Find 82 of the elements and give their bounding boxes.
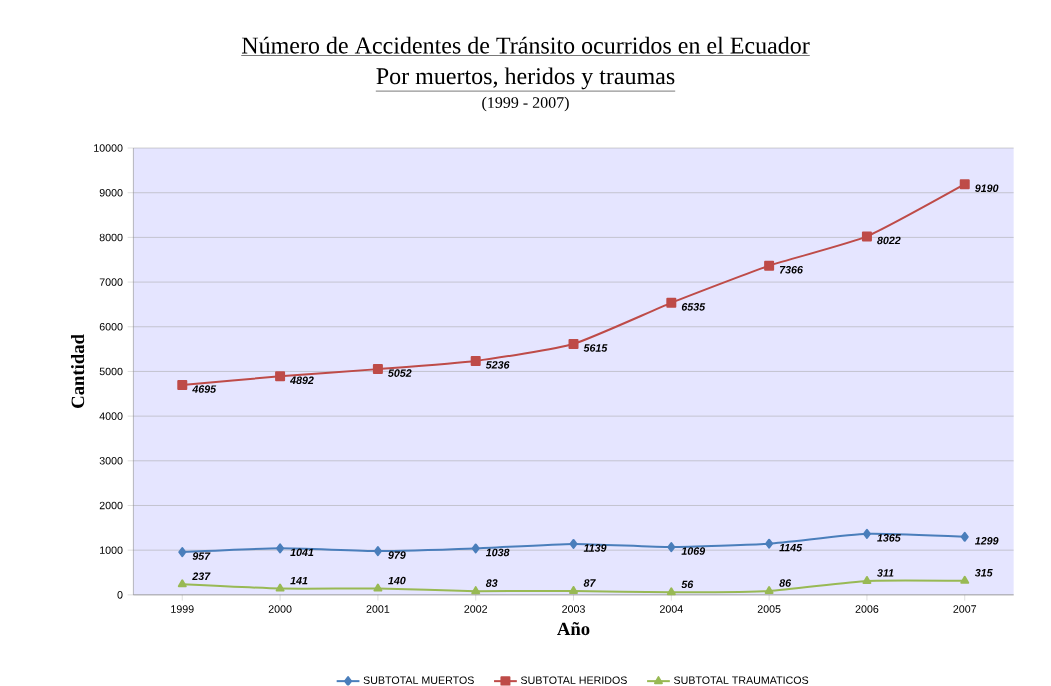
data-label: 141 — [290, 577, 308, 585]
point — [764, 586, 774, 595]
point — [959, 179, 970, 190]
data-label: 5052 — [388, 369, 412, 378]
point — [178, 547, 187, 558]
y-tick-label: 6000 — [99, 323, 123, 331]
data-label: 315 — [974, 569, 993, 577]
point — [275, 371, 286, 382]
x-tick-label: 2006 — [855, 605, 879, 614]
data-label: 4892 — [289, 376, 314, 385]
point — [765, 538, 774, 549]
data-label: 5236 — [485, 361, 510, 369]
point — [862, 576, 872, 585]
data-label: 87 — [583, 579, 596, 587]
chart-subtitle: Por muertos, heridos y traumas — [376, 67, 675, 90]
point — [276, 543, 285, 554]
data-label: 237 — [192, 572, 211, 581]
point — [960, 532, 969, 543]
data-label: 311 — [877, 569, 894, 577]
point — [470, 356, 481, 367]
legend-label: SUBTOTAL MUERTOS — [363, 676, 474, 685]
x-tick-label: 2003 — [562, 605, 585, 614]
point — [667, 542, 676, 553]
point — [373, 546, 382, 557]
data-label: 9190 — [975, 184, 999, 193]
data-label: 1145 — [779, 544, 803, 552]
data-label: 979 — [388, 551, 406, 560]
data-label: 6535 — [681, 303, 706, 311]
data-label: 4695 — [192, 385, 217, 394]
point — [471, 543, 480, 554]
point — [960, 575, 970, 584]
data-label: 8022 — [877, 236, 901, 245]
data-label: 1299 — [974, 537, 999, 545]
x-tick-label: 2000 — [268, 605, 292, 614]
data-label: 7366 — [779, 266, 803, 274]
y-tick-label: 7000 — [99, 278, 123, 287]
data-label: 5615 — [583, 344, 608, 352]
data-label: 140 — [388, 577, 406, 585]
legend-label: SUBTOTAL TRAUMATICOS — [674, 676, 809, 685]
point — [177, 579, 187, 588]
data-label: 957 — [192, 552, 211, 561]
point — [373, 583, 383, 592]
y-axis-title: Cantidad — [70, 334, 85, 409]
y-tick-label: 0 — [117, 591, 123, 599]
point — [569, 586, 578, 595]
point — [177, 380, 188, 391]
x-tick-label: 1999 — [171, 605, 194, 614]
y-tick-label: 9000 — [99, 189, 123, 197]
x-tick-label: 2005 — [757, 605, 781, 614]
x-axis-title: Año — [557, 622, 590, 636]
x-tick-label: 2002 — [464, 605, 488, 614]
point — [862, 529, 871, 540]
y-tick-label: 5000 — [99, 367, 123, 376]
point — [471, 586, 481, 595]
point — [372, 364, 383, 375]
data-label: 1139 — [583, 544, 607, 552]
y-tick-label: 10000 — [94, 144, 123, 153]
chart-title: Número de Accidentes de Tránsito ocurridos en el Ecuador — [241, 36, 810, 54]
data-label: 1038 — [485, 548, 510, 557]
point — [764, 260, 775, 271]
data-label: 1041 — [290, 548, 314, 557]
x-tick-label: 2007 — [953, 605, 977, 614]
y-tick-label: 3000 — [99, 457, 123, 465]
point — [568, 339, 579, 350]
point — [861, 231, 872, 242]
y-tick-label: 2000 — [99, 501, 123, 510]
data-label: 86 — [779, 579, 792, 587]
legend-label: SUBTOTAL HERIDOS — [520, 676, 627, 685]
x-tick-label: 2004 — [660, 605, 683, 614]
point — [666, 298, 677, 309]
point — [569, 539, 578, 550]
text: (1999 - 2007) — [482, 96, 569, 112]
y-tick-label: 4000 — [99, 412, 123, 421]
data-label: 83 — [485, 579, 498, 588]
data-label: 1365 — [877, 534, 901, 542]
y-tick-label: 8000 — [99, 233, 123, 242]
y-tick-label: 1000 — [100, 546, 123, 555]
x-tick-label: 2001 — [366, 605, 390, 614]
point — [275, 583, 285, 592]
data-label: 56 — [681, 580, 694, 589]
data-label: 1069 — [681, 547, 706, 556]
point — [666, 587, 676, 596]
